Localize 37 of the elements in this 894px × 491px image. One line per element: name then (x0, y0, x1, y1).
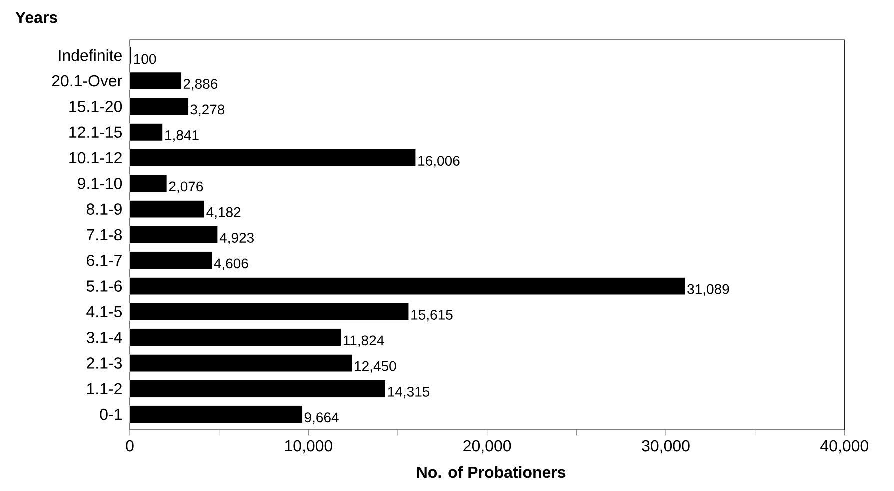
y-tick-label: 20.1-Over (52, 75, 122, 87)
data-label: 12,450 (355, 361, 396, 373)
y-tick-label: 3.1-4 (86, 332, 122, 344)
data-label: 100 (134, 54, 156, 64)
data-label: 1,841 (166, 130, 199, 142)
y-tick-label: 8.1-9 (86, 204, 122, 215)
y-tick-label: 9.1-10 (78, 178, 122, 190)
data-label: 2,076 (169, 182, 204, 194)
y-tick-label: 0-1 (100, 408, 122, 420)
y-tick-label: 12.1-15 (70, 126, 122, 138)
data-label: 9,664 (304, 412, 339, 424)
x-axis-title: No. of Probationers (417, 466, 566, 478)
data-label: 2,886 (184, 79, 218, 91)
data-label: 31,089 (688, 284, 730, 296)
y-tick-label: Indefinite (59, 50, 122, 62)
data-label: 4,182 (206, 207, 241, 219)
y-axis-title: Years (16, 12, 58, 24)
y-tick-label: 10.1-12 (70, 152, 122, 164)
data-label: 11,824 (344, 336, 384, 348)
y-tick-label: 5.1-6 (86, 280, 122, 292)
data-label: 16,006 (418, 156, 460, 168)
x-tick-label: 20,000 (464, 440, 512, 454)
y-tick-label: 7.1-8 (87, 229, 122, 241)
y-tick-label: 1.1-2 (87, 383, 122, 395)
data-label: 4,606 (214, 258, 248, 270)
x-tick-label: 10,000 (285, 440, 333, 454)
y-tick-label: 6.1-7 (87, 254, 122, 266)
y-tick-label: 2.1-3 (87, 358, 122, 369)
x-tick-label: 0 (126, 440, 134, 452)
x-tick-label: 40,000 (820, 440, 869, 454)
data-label: 4,923 (220, 233, 254, 245)
data-label: 15,615 (412, 310, 453, 322)
data-label: 3,278 (190, 104, 225, 116)
data-label: 14,315 (388, 387, 430, 399)
y-tick-label: 4.1-5 (86, 306, 122, 318)
y-tick-label: 15.1-20 (70, 101, 122, 112)
x-tick-label: 30,000 (642, 440, 690, 454)
